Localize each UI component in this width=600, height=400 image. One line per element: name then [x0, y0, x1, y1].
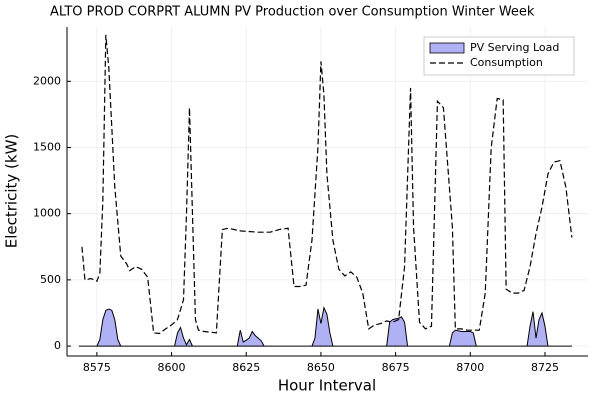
- x-tick-label: 8675: [382, 361, 410, 374]
- y-axis-label: Electricity (kW): [3, 134, 21, 249]
- y-tick-label: 0: [54, 339, 61, 352]
- x-tick-label: 8575: [83, 361, 111, 374]
- area: [78, 306, 572, 347]
- x-tick-label: 8700: [456, 361, 484, 374]
- x-tick-label: 8725: [531, 361, 559, 374]
- y-tick-label: 2000: [33, 74, 61, 87]
- y-tick-label: 500: [40, 273, 61, 286]
- x-axis-label: Hour Interval: [278, 377, 376, 395]
- chart-title: ALTO PROD CORPRT ALUMN PV Production ove…: [50, 5, 535, 20]
- legend-label: PV Serving Load: [470, 41, 559, 54]
- line: [81, 34, 573, 335]
- x-tick-label: 8625: [232, 361, 260, 374]
- y-tick-label: 1000: [33, 207, 61, 220]
- x-tick-label: 8650: [307, 361, 335, 374]
- legend-swatch: [429, 42, 465, 54]
- y-tick-label: 1500: [33, 140, 61, 153]
- legend-label: Consumption: [470, 56, 543, 69]
- x-tick-label: 8600: [158, 361, 186, 374]
